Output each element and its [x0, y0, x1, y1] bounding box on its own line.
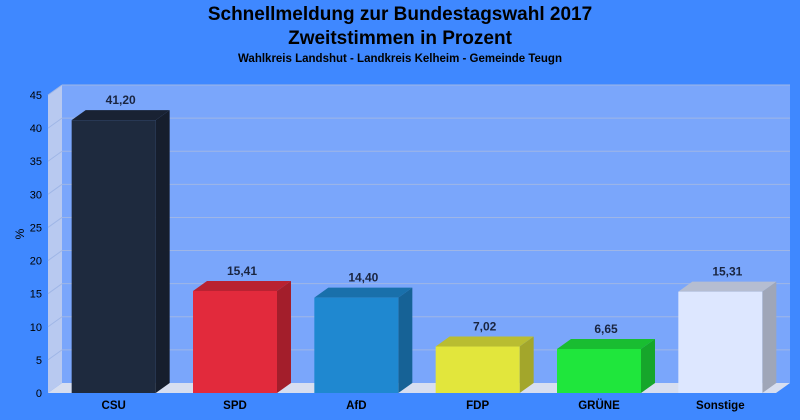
bar-side: [155, 110, 170, 394]
y-tick-label: 5: [36, 355, 42, 367]
bar-front: [314, 297, 399, 393]
bar-top: [435, 336, 534, 347]
bar-front: [71, 120, 156, 394]
bar-top: [557, 338, 655, 349]
y-tick-label: 40: [30, 123, 42, 135]
y-tick-label: 15: [30, 289, 42, 301]
plot-left-wall: [48, 85, 62, 393]
y-tick-label: 30: [30, 189, 42, 201]
x-tick-label: AfD: [346, 400, 366, 412]
bar-front: [557, 348, 641, 393]
x-tick-label: FDP: [466, 400, 489, 412]
bar-front: [678, 291, 763, 393]
bar-value-label: 14,40: [348, 271, 378, 285]
y-tick-label: 45: [30, 90, 42, 102]
y-tick-label: 25: [30, 222, 42, 234]
x-tick-label: GRÜNE: [578, 399, 620, 412]
bar-side: [762, 281, 777, 393]
y-tick-label: 35: [30, 156, 42, 168]
bar-side: [277, 280, 291, 393]
bar-spd: [193, 280, 291, 393]
bar-value-label: 7,02: [473, 320, 497, 334]
bar-side: [641, 338, 655, 393]
grid-line-depth: [47, 349, 63, 361]
bar-csu: [71, 110, 170, 394]
grid-line-depth: [47, 183, 63, 195]
bar-sonstige: [678, 281, 777, 393]
y-tick-label: 0: [36, 388, 42, 400]
x-tick-label: Sonstige: [696, 400, 745, 412]
bar-grüne: [557, 338, 655, 393]
bar-front: [435, 346, 520, 393]
grid-line-depth: [47, 316, 63, 328]
chart-subtitle: Zweitstimmen in Prozent: [288, 28, 512, 49]
y-axis-label: %: [13, 228, 27, 239]
y-tick-label: 10: [30, 322, 42, 334]
bar-afd: [314, 287, 413, 393]
grid-line-depth: [47, 84, 63, 96]
bar-top: [71, 110, 170, 121]
grid-line-depth: [47, 117, 63, 129]
bar-value-label: 15,41: [227, 264, 257, 278]
x-tick-label: CSU: [102, 400, 126, 412]
bar-side: [519, 336, 534, 393]
x-tick-label: SPD: [223, 400, 247, 412]
bar-value-label: 15,31: [712, 265, 742, 279]
grid-line-depth: [47, 283, 63, 295]
bar-value-label: 6,65: [594, 322, 618, 336]
bar-fdp: [435, 336, 534, 393]
chart-title: Schnellmeldung zur Bundestagswahl 2017: [207, 4, 593, 25]
bar-top: [314, 287, 413, 298]
grid-line-depth: [47, 217, 63, 228]
bar-value-label: 41,20: [106, 93, 136, 107]
bar-top: [193, 280, 291, 291]
y-tick-label: 20: [30, 256, 42, 268]
bar-top: [678, 281, 777, 292]
bar-side: [398, 287, 413, 393]
grid-line-depth: [47, 250, 63, 261]
bar-front: [193, 290, 277, 393]
chart-location-subtitle: Wahlkreis Landshut - Landkreis Kelheim -…: [238, 53, 562, 65]
grid-line-depth: [47, 150, 63, 162]
